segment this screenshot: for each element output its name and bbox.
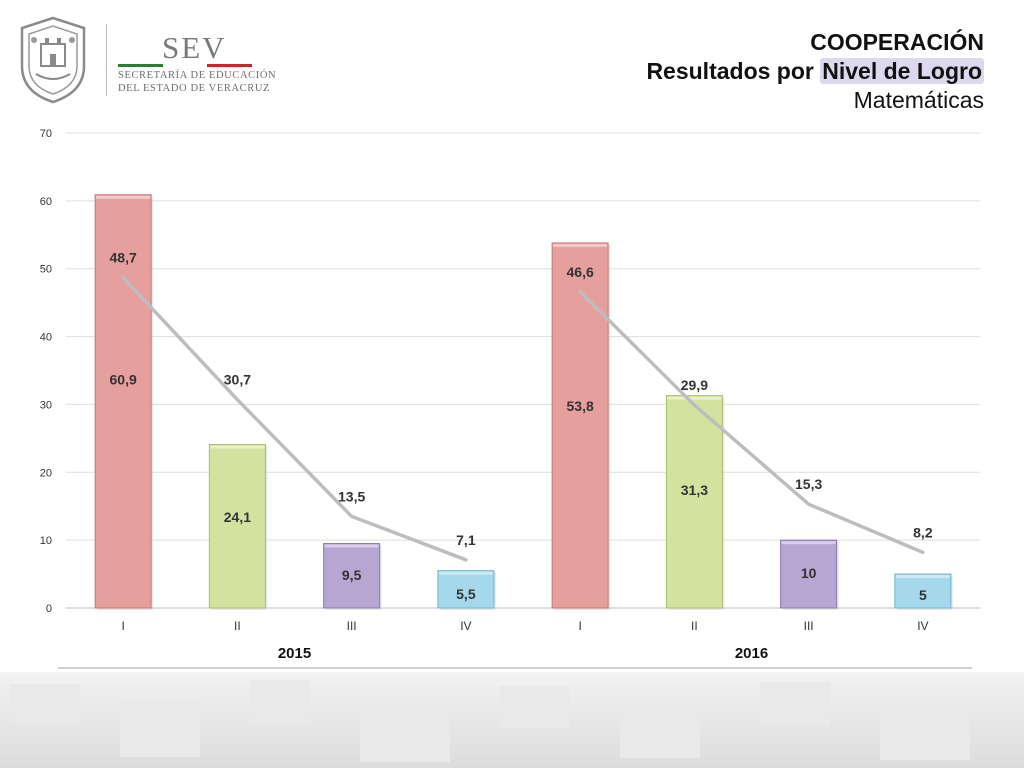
bar [665,395,723,609]
bar-value-label: 9,5 [342,567,362,583]
flag-white [162,64,208,67]
x-category-label: II [691,619,698,633]
flag-red [207,64,253,67]
org-name-line-1: SECRETARÍA DE EDUCACIÓN [118,70,277,81]
slide-title-line-2: Resultados por Nivel de Logro [646,57,984,86]
flag-green [118,64,163,67]
title-highlight: Nivel de Logro [820,58,984,84]
y-tick-label: 10 [40,535,52,547]
bar-value-label: 24,1 [224,509,251,525]
logo-divider [106,24,107,96]
x-category-label: IV [917,619,928,633]
bar [894,573,952,609]
bar-highlight [553,243,608,247]
footer-strip [0,672,1024,768]
logo-brand-text: SEV [162,30,227,65]
bar-value-label: 31,3 [681,482,708,498]
slide-subtitle: Matemáticas [853,87,984,113]
bar-value-label: 10 [801,565,817,581]
org-name-line-2: DEL ESTADO DE VERACRUZ [118,83,271,94]
bar-value-label: 5 [919,587,927,603]
bar-value-label: 60,9 [110,372,137,388]
y-tick-label: 60 [40,196,52,208]
line-series-segment [578,290,925,555]
bar [551,242,609,609]
x-category-label: III [804,619,814,633]
line-value-label: 29,9 [681,377,708,393]
x-category-label: I [578,619,581,633]
bar [780,539,838,609]
bar-highlight [324,544,379,548]
results-chart: 0 10 20 30 40 50 60 70 60,9 24,1 9,5 5,5 53,8 31,3 10 5… [40,128,980,669]
slide-title: COOPERACIÓN [810,29,984,55]
bar-highlight [438,571,493,575]
bar-highlight [781,541,836,545]
bar [437,570,495,609]
x-category-label: I [121,619,124,633]
bar-highlight [667,396,722,400]
bar-highlight [96,195,151,199]
bar-highlight [895,575,950,579]
line-value-label: 46,6 [567,264,594,280]
line-value-label: 48,7 [110,250,137,266]
bar-value-label: 5,5 [456,586,476,602]
line-value-label: 7,1 [456,532,476,548]
line-series-segment [121,275,468,562]
bar-highlight [210,445,265,449]
x-category-label: II [234,619,241,633]
y-tick-label: 30 [40,399,52,411]
line-value-label: 8,2 [913,524,933,540]
sev-logo: SEV SECRETARÍA DE EDUCACIÓN DEL ESTADO D… [14,14,276,106]
y-tick-label: 40 [40,332,52,344]
x-group-label: 2015 [278,645,311,662]
bar [94,194,152,609]
y-tick-label: 20 [40,467,52,479]
bar [323,543,381,609]
y-tick-label: 0 [46,603,52,615]
bar-value-label: 53,8 [567,398,594,414]
title-prefix: Resultados por [646,58,821,84]
bar [208,443,266,609]
x-category-label: IV [460,619,471,633]
x-category-label: III [347,619,357,633]
flag-bar [118,64,253,67]
y-tick-label: 70 [40,128,52,140]
x-group-label: 2016 [735,645,768,662]
veracruz-seal-icon [20,16,86,104]
line-value-label: 30,7 [224,372,251,388]
y-tick-label: 50 [40,264,52,276]
line-value-label: 13,5 [338,488,365,504]
line-value-label: 15,3 [795,476,822,492]
slide-heading: COOPERACIÓN Resultados por Nivel de Logr… [646,28,984,115]
